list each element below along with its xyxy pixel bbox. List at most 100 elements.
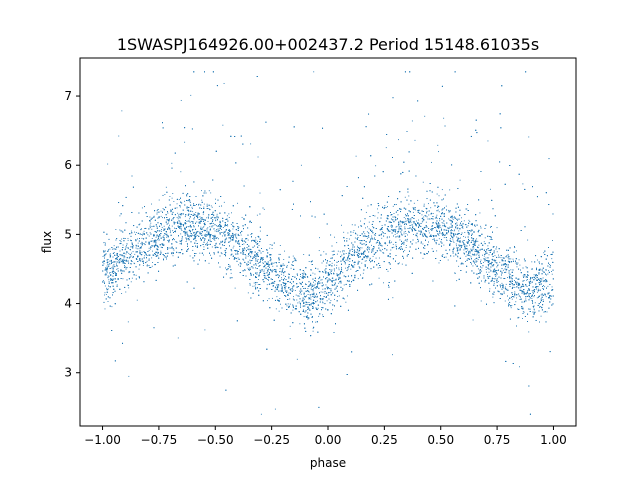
data-point bbox=[104, 308, 106, 310]
data-point bbox=[209, 241, 211, 242]
data-point bbox=[211, 217, 213, 218]
data-point bbox=[404, 196, 406, 198]
data-point bbox=[472, 265, 474, 267]
data-point bbox=[108, 275, 110, 277]
data-point bbox=[180, 241, 182, 242]
data-point bbox=[116, 284, 118, 286]
data-point bbox=[404, 223, 406, 225]
data-point bbox=[514, 295, 516, 297]
data-point bbox=[548, 270, 549, 272]
data-point bbox=[352, 246, 354, 248]
data-point bbox=[283, 274, 285, 276]
data-point bbox=[275, 288, 277, 290]
data-point bbox=[436, 230, 438, 232]
data-point bbox=[134, 231, 136, 233]
data-point bbox=[443, 117, 445, 119]
data-point bbox=[450, 226, 452, 228]
data-point bbox=[114, 266, 116, 268]
data-point bbox=[238, 264, 239, 266]
data-point bbox=[317, 295, 318, 297]
data-point bbox=[169, 196, 171, 197]
data-point bbox=[126, 245, 127, 247]
data-point bbox=[312, 330, 314, 332]
data-point bbox=[421, 214, 423, 216]
data-point bbox=[530, 282, 532, 284]
data-point bbox=[161, 226, 163, 228]
data-point bbox=[485, 253, 487, 255]
data-point bbox=[338, 276, 340, 278]
data-point bbox=[438, 195, 440, 197]
data-point bbox=[290, 289, 292, 291]
data-point bbox=[518, 282, 520, 284]
data-point bbox=[485, 271, 487, 273]
data-point bbox=[392, 225, 393, 227]
data-point bbox=[347, 232, 349, 234]
data-point bbox=[431, 248, 433, 250]
data-point bbox=[516, 281, 518, 283]
data-point bbox=[229, 266, 231, 268]
data-point bbox=[257, 259, 259, 260]
data-point bbox=[510, 281, 512, 283]
data-point bbox=[254, 285, 256, 287]
data-point bbox=[225, 267, 226, 269]
data-point bbox=[510, 307, 512, 309]
data-point bbox=[333, 298, 335, 300]
data-point bbox=[132, 245, 134, 246]
data-point bbox=[394, 219, 396, 221]
data-point bbox=[445, 226, 447, 228]
data-point bbox=[355, 155, 357, 157]
data-point bbox=[550, 295, 552, 297]
data-point bbox=[474, 254, 475, 256]
data-point bbox=[300, 293, 302, 295]
data-point bbox=[151, 246, 152, 248]
data-point bbox=[491, 261, 493, 263]
data-point bbox=[107, 288, 109, 290]
data-point bbox=[111, 248, 113, 250]
data-point bbox=[227, 232, 229, 234]
data-point bbox=[432, 222, 434, 224]
data-point bbox=[480, 259, 482, 261]
data-point bbox=[428, 232, 430, 234]
data-point bbox=[410, 222, 412, 224]
data-point bbox=[122, 261, 124, 263]
data-point bbox=[549, 264, 551, 265]
data-point bbox=[129, 239, 131, 241]
data-point bbox=[422, 181, 424, 183]
data-point bbox=[462, 227, 464, 229]
data-point bbox=[312, 327, 314, 329]
data-point bbox=[211, 246, 213, 248]
data-point bbox=[426, 210, 428, 212]
data-point bbox=[420, 225, 422, 227]
data-point bbox=[464, 224, 466, 226]
data-point bbox=[314, 273, 316, 275]
data-point bbox=[231, 250, 233, 252]
data-point bbox=[371, 235, 373, 237]
data-point bbox=[495, 274, 497, 276]
data-point bbox=[192, 249, 194, 251]
data-point bbox=[501, 260, 503, 262]
data-point bbox=[156, 226, 158, 228]
data-point bbox=[140, 228, 142, 230]
data-point bbox=[216, 231, 218, 233]
data-point bbox=[381, 224, 383, 226]
data-point bbox=[292, 298, 294, 300]
data-point bbox=[357, 245, 358, 247]
data-point bbox=[249, 221, 250, 223]
data-point bbox=[284, 250, 285, 252]
data-point bbox=[536, 259, 538, 261]
data-point bbox=[222, 227, 224, 228]
data-point bbox=[282, 290, 283, 292]
data-point bbox=[418, 223, 420, 225]
data-point bbox=[318, 315, 320, 317]
data-point bbox=[549, 265, 551, 266]
data-point bbox=[154, 264, 156, 266]
data-point bbox=[250, 143, 252, 145]
data-point bbox=[307, 303, 309, 305]
data-point bbox=[121, 238, 123, 240]
data-point bbox=[117, 268, 119, 270]
data-point bbox=[320, 291, 322, 293]
data-point bbox=[533, 308, 535, 310]
data-point bbox=[523, 311, 525, 313]
data-point bbox=[371, 244, 372, 246]
data-point bbox=[463, 249, 465, 251]
